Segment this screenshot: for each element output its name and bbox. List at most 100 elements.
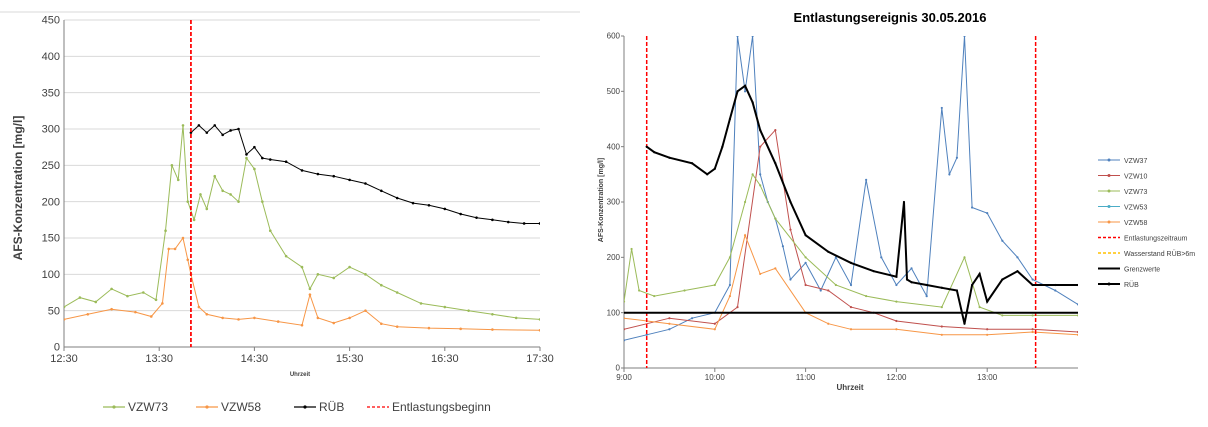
- series-vzw73-point: [221, 189, 224, 193]
- series-rueb-point: [970, 283, 974, 287]
- series-vzw73-point: [316, 273, 320, 276]
- series-vzw73-point: [653, 294, 656, 298]
- y-tick-label: 500: [607, 87, 621, 96]
- series-rueb-point: [849, 261, 853, 264]
- y-tick-label: 400: [607, 142, 621, 151]
- series-vzw73-point: [683, 289, 686, 292]
- series-vzw37-point: [668, 328, 671, 331]
- series-vzw73-point: [348, 265, 351, 269]
- x-tick-label: 13:30: [145, 353, 173, 365]
- series-vzw58-point: [759, 272, 762, 276]
- series-vzw58-point: [774, 267, 777, 270]
- series-vzw58-point: [197, 305, 201, 309]
- series-vzw73-point: [170, 164, 174, 167]
- right-legend-item-grenzwerte: Grenzwerte: [1098, 267, 1160, 274]
- right-legend-label: Entlastungszeitraum: [1124, 236, 1188, 243]
- series-rueb-point: [245, 153, 248, 156]
- series-vzw73-point: [630, 247, 633, 251]
- series-vzw73-point: [237, 200, 240, 203]
- series-rueb-point: [645, 145, 648, 148]
- series-rueb-point: [213, 124, 217, 127]
- series-vzw58-point: [86, 313, 90, 316]
- series-vzw73-point: [205, 207, 209, 211]
- y-tick-label: 250: [42, 160, 60, 172]
- left-y-axis-title: AFS-Konzentration [mg/l]: [11, 116, 25, 261]
- x-tick-label: 16:30: [431, 353, 459, 365]
- series-vzw37-point: [925, 294, 928, 298]
- y-tick-label: 300: [607, 198, 621, 207]
- series-vzw37-point: [781, 245, 785, 248]
- series-vzw58-point: [316, 316, 320, 320]
- series-vzw58-point: [827, 322, 830, 325]
- series-rueb-point: [475, 216, 478, 219]
- y-tick-label: 50: [48, 305, 60, 317]
- series-vzw58-point: [332, 321, 336, 325]
- series-vzw73-point: [395, 291, 399, 294]
- series-vzw58-point: [167, 247, 171, 251]
- series-vzw73-point: [514, 316, 518, 320]
- series-rueb-point: [332, 174, 336, 178]
- series-rueb-point: [1076, 283, 1078, 287]
- series-vzw10-point: [1076, 330, 1078, 334]
- series-vzw73-point: [300, 265, 304, 269]
- series-vzw37-line: [624, 36, 1078, 341]
- x-tick-label: 17:30: [526, 353, 554, 365]
- series-vzw73-point: [176, 178, 180, 182]
- series-vzw58-point: [1031, 330, 1034, 334]
- y-tick-label: 200: [607, 253, 621, 262]
- series-vzw73-point: [229, 193, 232, 196]
- y-tick-label: 150: [42, 233, 60, 245]
- series-rueb-line: [646, 84, 1078, 324]
- series-vzw10-point: [827, 289, 830, 292]
- series-rueb-point: [713, 167, 716, 170]
- series-rueb-point: [895, 275, 898, 278]
- series-rueb-point: [955, 289, 959, 292]
- series-rueb-point: [221, 133, 224, 137]
- left-legend-item-entlastungsbeginn: Entlastungsbeginn: [367, 400, 491, 414]
- series-vzw58-point: [459, 327, 462, 331]
- series-vzw58-point: [276, 320, 280, 323]
- x-tick-label: 13:00: [977, 373, 998, 382]
- series-vzw73-point: [865, 294, 868, 298]
- series-vzw58-point: [205, 313, 209, 316]
- series-rueb-point: [229, 129, 232, 132]
- series-vzw37-point: [986, 211, 989, 215]
- series-vzw37-point: [910, 267, 913, 270]
- series-vzw73-point: [759, 184, 762, 187]
- series-vzw10-point: [895, 319, 898, 323]
- series-vzw37-point: [624, 339, 626, 342]
- right-chart-title: Entlastungsereignis 30.05.2016: [794, 10, 987, 25]
- series-vzw10-point: [759, 145, 762, 148]
- series-rueb-point: [443, 207, 447, 211]
- series-vzw58-point: [110, 307, 113, 311]
- series-vzw58-point: [849, 328, 853, 331]
- left-x-axis-title: Uhrzeit: [290, 372, 310, 378]
- x-tick-label: 14:30: [241, 353, 269, 365]
- series-vzw73-point: [728, 256, 732, 259]
- series-vzw73-point: [253, 167, 256, 171]
- series-rueb-point: [743, 84, 747, 87]
- series-vzw37-point: [1001, 239, 1004, 242]
- series-vzw37-point: [691, 317, 694, 320]
- series-rueb-point: [261, 156, 264, 160]
- y-tick-label: 200: [42, 196, 60, 208]
- series-rueb-point: [986, 300, 989, 303]
- series-vzw58-point: [395, 325, 399, 328]
- series-vzw73-point: [713, 283, 716, 287]
- series-rueb-point: [653, 151, 656, 154]
- series-vzw37-point: [849, 283, 853, 287]
- y-tick-label: 350: [42, 87, 60, 99]
- series-vzw73-point: [213, 174, 217, 178]
- series-vzw37-point: [963, 36, 966, 38]
- series-vzw73-point: [192, 218, 196, 222]
- series-vzw37-point: [1016, 256, 1019, 259]
- series-vzw73-point: [199, 193, 202, 196]
- series-vzw10-point: [624, 328, 626, 331]
- series-vzw73-point: [261, 200, 264, 203]
- right-legend-item-vzw37: VZW37: [1098, 158, 1147, 165]
- x-tick-label: 10:00: [705, 373, 726, 382]
- series-vzw73-point: [638, 289, 641, 292]
- series-vzw73-point: [284, 254, 288, 258]
- series-vzw37-point: [751, 36, 754, 38]
- series-rueb-point: [706, 173, 709, 176]
